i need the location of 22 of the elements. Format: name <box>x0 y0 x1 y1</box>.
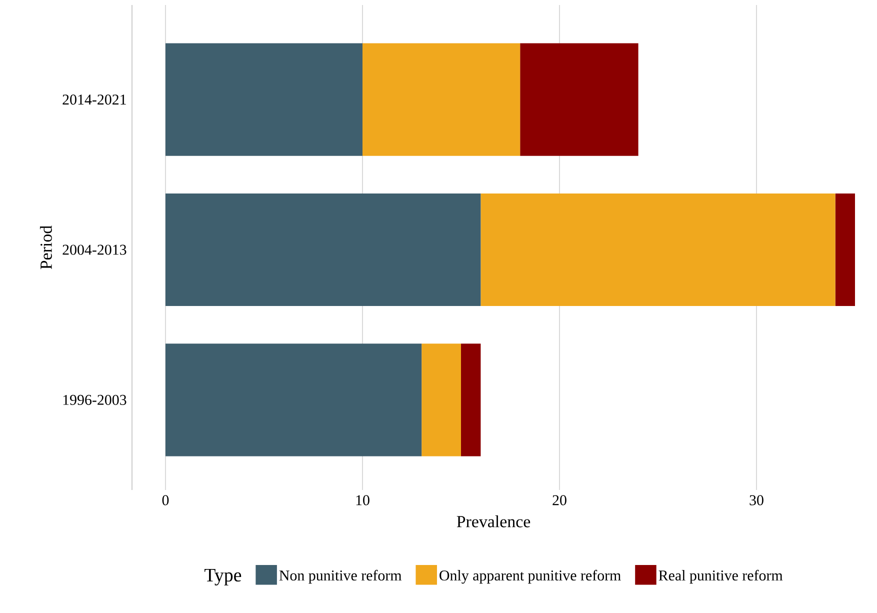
x-axis-title: Prevalence <box>456 515 530 528</box>
bar <box>165 193 481 306</box>
y-axis-title: Period <box>40 226 52 270</box>
legend-label: Only apparent punitive reform <box>440 570 621 584</box>
y-tick-label: 2014-2021 <box>62 94 126 105</box>
x-tick-label: 30 <box>750 495 764 506</box>
x-tick-label: 20 <box>552 495 566 506</box>
legend-title: Type <box>204 568 242 586</box>
bar <box>165 43 362 156</box>
x-tick-label: 0 <box>162 495 169 506</box>
bar <box>362 43 520 156</box>
legend-label: Real punitive reform <box>658 570 783 584</box>
bar <box>520 43 638 156</box>
bar <box>422 344 461 456</box>
bar <box>835 193 856 306</box>
y-tick-label: 1996-2003 <box>63 394 126 405</box>
bar <box>461 344 481 456</box>
bar <box>165 344 422 456</box>
bar <box>480 193 836 306</box>
legend-label: Non punitive reform <box>279 570 402 584</box>
y-tick-label: 2004-2013 <box>62 244 126 255</box>
x-tick-label: 10 <box>356 495 370 506</box>
